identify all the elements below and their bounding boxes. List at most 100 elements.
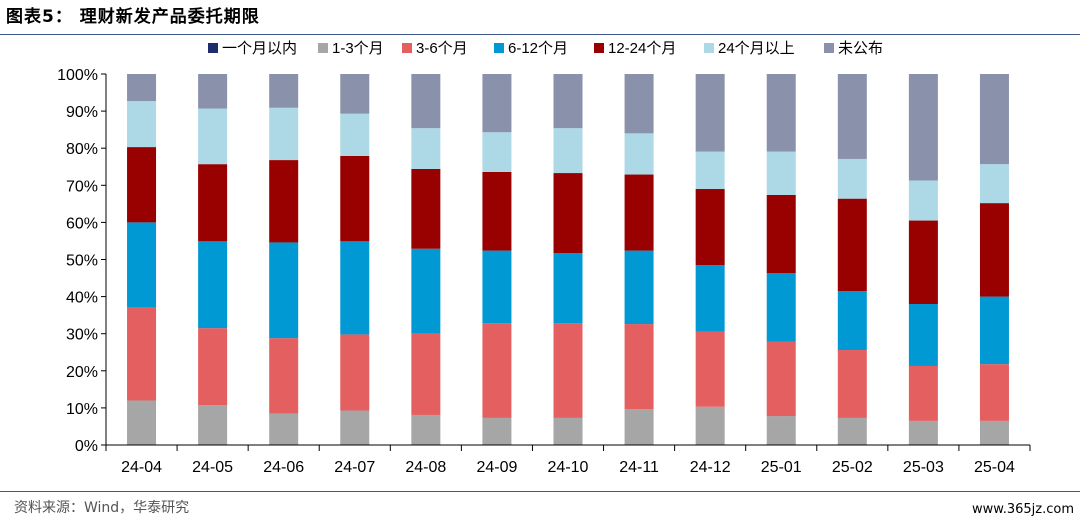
bar-segment bbox=[766, 416, 796, 445]
bar-segment bbox=[624, 74, 654, 134]
legend-label: 6-12个月 bbox=[508, 40, 568, 57]
bar-segment bbox=[482, 417, 512, 445]
bar-segment bbox=[837, 291, 867, 351]
source-rule bbox=[0, 491, 1080, 492]
bar-segment bbox=[766, 341, 796, 417]
y-tick-label: 80% bbox=[66, 141, 98, 158]
bars bbox=[127, 74, 1009, 445]
legend-label: 1-3个月 bbox=[332, 40, 384, 57]
bar-segment bbox=[908, 420, 938, 445]
legend-swatch bbox=[402, 43, 412, 53]
bar-segment bbox=[979, 420, 1009, 445]
x-tick-label: 25-02 bbox=[832, 459, 873, 476]
x-tick-label: 24-10 bbox=[548, 459, 589, 476]
bar-segment bbox=[127, 74, 157, 102]
bar-segment bbox=[340, 113, 370, 156]
legend-swatch bbox=[208, 43, 218, 53]
bar-segment bbox=[127, 400, 157, 445]
bar-segment bbox=[127, 101, 157, 148]
x-tick-label: 24-09 bbox=[476, 459, 517, 476]
y-tick-label: 70% bbox=[66, 178, 98, 195]
bar-segment bbox=[340, 334, 370, 411]
bar-segment bbox=[340, 241, 370, 335]
bar-segment bbox=[624, 174, 654, 251]
legend-label: 未公布 bbox=[838, 40, 883, 57]
bar-segment bbox=[198, 328, 228, 406]
bar-segment bbox=[695, 265, 725, 332]
x-tick-label: 24-08 bbox=[405, 459, 446, 476]
stacked-bar-chart: 一个月以内 1-3个月 3-6个月 6-12个月 12-24个月 24个月以上 未公布 0%… bbox=[57, 40, 1031, 476]
bar-segment bbox=[198, 108, 228, 165]
x-tick-label: 24-06 bbox=[263, 459, 304, 476]
y-axis: 0% 10% 20% 30% 40% 50% 60% 70% 80% 90% 100% bbox=[57, 67, 107, 455]
y-tick-label: 30% bbox=[66, 327, 98, 344]
bar-segment bbox=[269, 107, 299, 161]
bar-segment bbox=[766, 273, 796, 342]
bar-segment bbox=[198, 405, 228, 445]
bar-segment bbox=[411, 414, 441, 445]
x-tick-label: 24-05 bbox=[192, 459, 233, 476]
bar-segment bbox=[482, 171, 512, 251]
y-tick-label: 50% bbox=[66, 253, 98, 270]
x-tick-label: 25-03 bbox=[903, 459, 944, 476]
legend-swatch bbox=[494, 43, 504, 53]
bar-segment bbox=[695, 74, 725, 152]
bar-segment bbox=[979, 203, 1009, 297]
title-rule bbox=[0, 34, 1080, 35]
x-axis: 24-04 24-05 24-06 24-07 24-08 24-09 24-10 24-11… bbox=[105, 444, 1031, 476]
legend-label: 一个月以内 bbox=[222, 40, 297, 57]
bar-segment bbox=[553, 323, 583, 418]
bar-segment bbox=[127, 147, 157, 223]
bar-segment bbox=[198, 74, 228, 109]
bar-segment bbox=[837, 158, 867, 199]
bar-segment bbox=[908, 180, 938, 221]
bar-segment bbox=[269, 74, 299, 108]
bar-segment bbox=[482, 323, 512, 418]
bar-segment bbox=[837, 417, 867, 445]
bar-segment bbox=[553, 128, 583, 174]
bar-segment bbox=[624, 250, 654, 325]
bar-segment bbox=[553, 74, 583, 129]
legend-swatch bbox=[318, 43, 328, 53]
legend-label: 12-24个月 bbox=[608, 40, 676, 57]
bar-segment bbox=[624, 324, 654, 410]
bar-segment bbox=[127, 222, 157, 308]
y-tick-label: 10% bbox=[66, 401, 98, 418]
bar-segment bbox=[553, 253, 583, 324]
bar-segment bbox=[411, 333, 441, 415]
bar-segment bbox=[837, 74, 867, 159]
bar-segment bbox=[979, 164, 1009, 204]
bar-segment bbox=[766, 194, 796, 274]
legend-label: 3-6个月 bbox=[416, 40, 468, 57]
bar-segment bbox=[269, 242, 299, 339]
x-tick-label: 25-04 bbox=[974, 459, 1015, 476]
x-tick-label: 24-12 bbox=[690, 459, 731, 476]
bar-segment bbox=[482, 74, 512, 133]
bar-segment bbox=[198, 164, 228, 242]
legend-label: 24个月以上 bbox=[718, 40, 795, 57]
bar-segment bbox=[411, 128, 441, 169]
y-tick-label: 90% bbox=[66, 104, 98, 121]
bar-segment bbox=[908, 365, 938, 421]
x-tick-label: 25-01 bbox=[761, 459, 802, 476]
bar-segment bbox=[411, 74, 441, 129]
bar-segment bbox=[695, 151, 725, 190]
bar-segment bbox=[411, 248, 441, 334]
figure-title: 图表5： 理财新发产品委托期限 bbox=[6, 7, 260, 27]
watermark: www.365jz.com bbox=[972, 502, 1074, 517]
bar-segment bbox=[127, 307, 157, 401]
y-tick-label: 60% bbox=[66, 215, 98, 232]
bar-segment bbox=[766, 151, 796, 195]
bar-segment bbox=[979, 296, 1009, 365]
legend-swatch bbox=[704, 43, 714, 53]
bar-segment bbox=[269, 413, 299, 445]
source-note: 资料来源：Wind，华泰研究 bbox=[14, 500, 190, 516]
x-tick-label: 24-11 bbox=[619, 459, 659, 476]
legend: 一个月以内 1-3个月 3-6个月 6-12个月 12-24个月 24个月以上 未公布 bbox=[208, 40, 883, 57]
bar-segment bbox=[695, 189, 725, 266]
y-tick-label: 20% bbox=[66, 364, 98, 381]
bar-segment bbox=[482, 250, 512, 324]
bar-segment bbox=[624, 409, 654, 445]
bar-segment bbox=[624, 133, 654, 175]
bar-segment bbox=[908, 74, 938, 181]
